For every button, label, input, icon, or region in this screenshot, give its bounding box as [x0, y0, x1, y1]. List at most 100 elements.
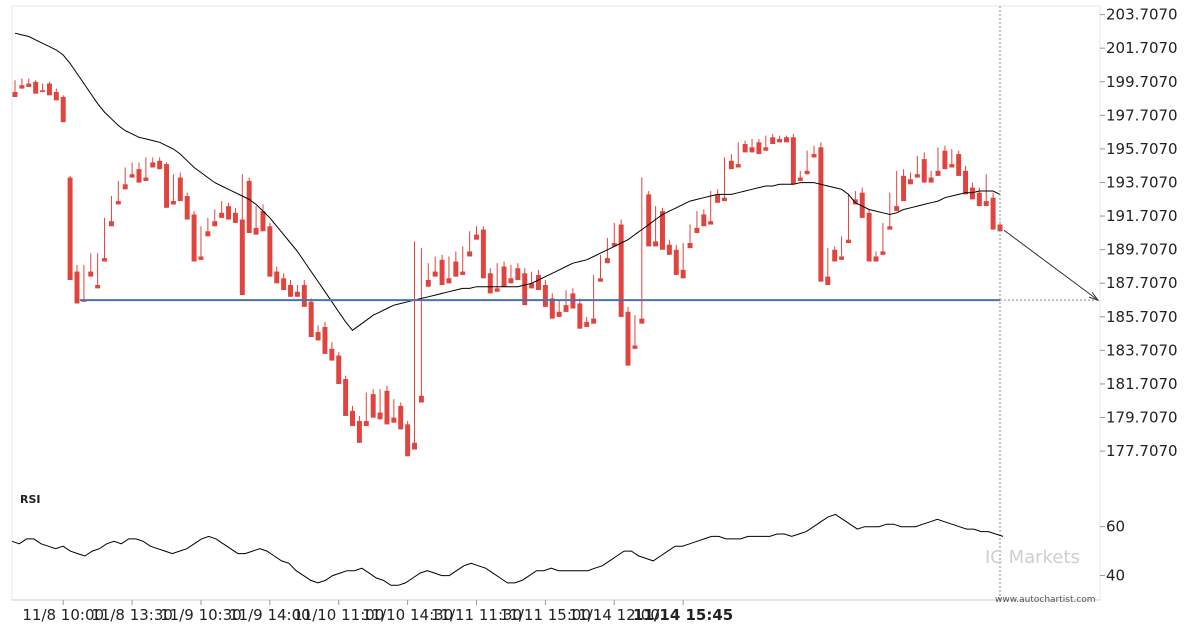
candle: [976, 187, 982, 207]
candle: [770, 133, 776, 144]
bear-candle-body: [625, 311, 631, 366]
candle: [570, 288, 576, 309]
candle: [777, 135, 783, 143]
candle: [129, 162, 135, 178]
candle: [797, 170, 803, 181]
bear-candle-body: [412, 442, 417, 450]
candle: [604, 238, 610, 264]
candle: [549, 293, 555, 319]
candle: [150, 157, 156, 168]
x-tick-label: 11/10 11:00: [293, 606, 384, 624]
bear-candle-body: [894, 206, 900, 212]
candle: [281, 273, 287, 291]
bear-candle-body: [942, 150, 948, 170]
y-tick-label: 193.7070: [1106, 173, 1178, 191]
candle: [384, 385, 390, 425]
bear-candle-body: [350, 410, 355, 427]
candle: [343, 375, 349, 416]
candle: [728, 154, 734, 170]
candles-layer: [12, 78, 1003, 457]
bear-candle-body: [67, 177, 73, 280]
x-tick-label: 11/8 13:30: [91, 606, 173, 624]
bear-candle-body: [494, 288, 500, 292]
candle: [446, 256, 452, 284]
candle: [480, 226, 486, 279]
rsi-tick-label: 40: [1106, 567, 1125, 585]
bear-candle-body: [322, 326, 328, 354]
bear-candle-body: [949, 164, 955, 168]
bear-candle-body: [914, 174, 920, 178]
y-tick-label: 183.7070: [1106, 341, 1178, 359]
candle: [680, 243, 686, 279]
watermark: IC Markets www.autochartist.com: [985, 547, 1096, 605]
bear-candle-body: [660, 211, 665, 250]
bear-candle-body: [680, 269, 686, 279]
y-axis: 203.7070 201.7070 199.7070 197.7070 195.7070…: [1100, 6, 1178, 460]
candle: [198, 226, 204, 260]
x-tick-label: 11/9 14:00: [229, 606, 311, 624]
candle: [522, 268, 528, 306]
plot-frame: [11, 5, 1101, 601]
candle: [467, 231, 473, 257]
bear-candle-body: [666, 244, 672, 255]
bear-candle-body: [439, 259, 445, 286]
bear-candle-body: [260, 211, 266, 232]
y-tick-label: 203.7070: [1106, 6, 1178, 24]
bear-candle-body: [756, 142, 762, 155]
candle: [873, 251, 879, 262]
bear-candle-body: [976, 192, 982, 207]
bear-candle-body: [687, 243, 693, 249]
candle: [639, 177, 645, 324]
bear-candle-body: [591, 318, 597, 324]
bear-candle-body: [632, 345, 638, 349]
y-tick-label: 189.7070: [1106, 241, 1178, 259]
candle: [88, 253, 94, 277]
candle: [653, 206, 659, 247]
candle: [274, 266, 280, 284]
candle: [687, 224, 693, 249]
rsi-line: [11, 513, 1004, 586]
candle: [749, 138, 755, 153]
candle: [487, 268, 493, 294]
candle: [942, 145, 948, 170]
bear-candle-body: [873, 256, 879, 262]
bear-candle-body: [329, 348, 335, 361]
candle: [288, 279, 294, 297]
bear-candle-body: [274, 271, 280, 284]
candle: [756, 138, 762, 155]
bear-candle-body: [832, 249, 838, 262]
candle: [825, 248, 831, 286]
bear-candle-body: [391, 417, 397, 423]
candle: [26, 78, 32, 87]
candle: [418, 248, 424, 403]
y-tick-label: 181.7070: [1106, 375, 1178, 393]
candle: [474, 226, 479, 240]
bear-candle-body: [770, 137, 776, 144]
bear-candle-body: [46, 83, 52, 96]
bear-candle-body: [701, 214, 707, 227]
bear-candle-body: [963, 170, 969, 195]
bear-candle-body: [811, 154, 817, 158]
candle: [308, 298, 314, 338]
candle: [191, 211, 197, 262]
bear-candle-body: [336, 355, 342, 385]
bear-candle-body: [184, 196, 190, 220]
bear-candle-body: [907, 179, 913, 185]
bear-candle-body: [12, 91, 18, 97]
bear-candle-body: [515, 268, 521, 280]
candle: [887, 192, 893, 230]
candle: [715, 189, 721, 203]
candle: [859, 187, 865, 218]
bear-candle-body: [708, 221, 714, 225]
rsi-panel: RSI 60 40: [11, 493, 1125, 586]
bear-candle-body: [267, 226, 273, 277]
candle: [398, 402, 404, 430]
candle: [33, 80, 39, 94]
candle: [646, 190, 652, 247]
bear-candle-body: [129, 174, 135, 178]
rsi-tick-label: 60: [1106, 518, 1125, 536]
candle: [460, 246, 466, 275]
candle: [783, 135, 789, 143]
bear-candle-body: [363, 420, 369, 427]
candle: [67, 175, 73, 280]
